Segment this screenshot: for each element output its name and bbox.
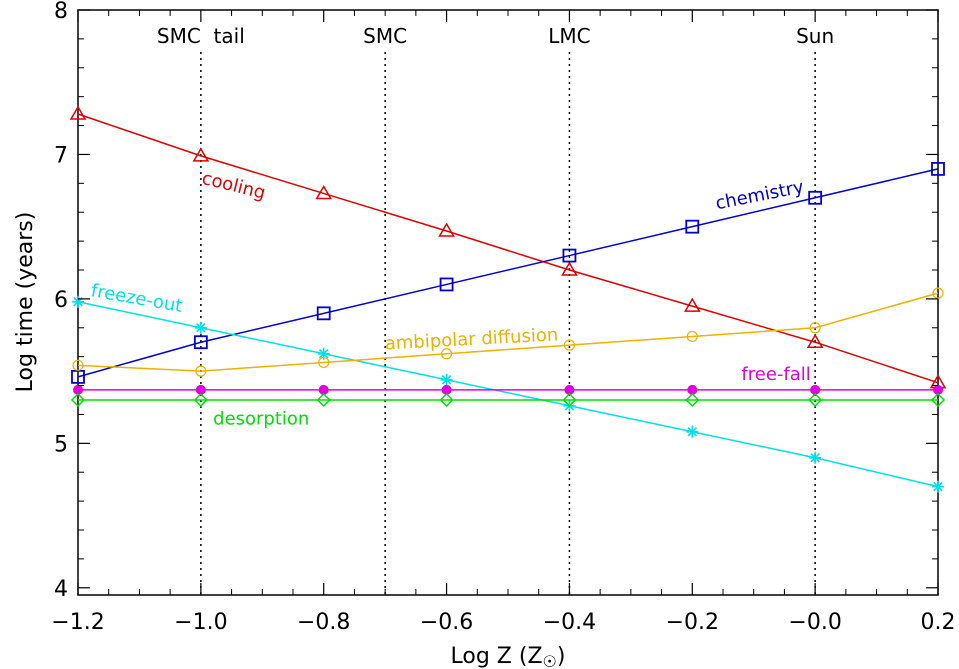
data-point-freeze-out xyxy=(72,295,84,308)
x-axis-title-close: ) xyxy=(557,644,566,669)
series-label-ambipolar-diffusion: ambipolar diffusion xyxy=(384,324,558,354)
x-tick-label: −0.2 xyxy=(666,610,719,635)
data-point-freeze-out xyxy=(809,451,822,464)
series-label-desorption: desorption xyxy=(213,409,309,430)
data-point-cooling xyxy=(438,222,455,237)
y-axis-title: Log time (years) xyxy=(13,212,38,393)
data-point-cooling xyxy=(69,105,87,120)
x-tick-label: −0.4 xyxy=(543,610,596,635)
data-point-desorption xyxy=(316,392,331,408)
x-tick-label: −1.0 xyxy=(174,610,227,635)
series-free-fall: free-fall xyxy=(73,364,943,395)
data-point-chemistry xyxy=(808,190,823,205)
reference-lines: SMC tail SMC LMC Sun xyxy=(157,24,834,595)
data-point-cooling xyxy=(561,261,578,276)
y-tick-label: 8 xyxy=(54,0,68,24)
data-point-desorption xyxy=(439,392,454,408)
data-point-ambipolar-diffusion xyxy=(932,287,944,299)
data-point-freeze-out xyxy=(440,373,453,386)
x-tick-label: −0.6 xyxy=(420,610,473,635)
data-point-cooling xyxy=(683,297,701,312)
series-label-freeze-out: freeze-out xyxy=(89,280,184,317)
data-point-ambipolar-diffusion xyxy=(809,322,821,334)
data-point-ambipolar-diffusion xyxy=(440,348,453,360)
data-point-ambipolar-diffusion xyxy=(318,356,330,369)
data-point-ambipolar-diffusion xyxy=(686,330,698,343)
data-point-cooling xyxy=(806,333,824,348)
series-desorption: desorption xyxy=(70,392,946,430)
data-point-desorption xyxy=(930,392,946,408)
data-point-freeze-out xyxy=(686,425,699,438)
data-point-ambipolar-diffusion xyxy=(195,365,207,377)
data-point-ambipolar-diffusion xyxy=(563,339,576,351)
data-point-chemistry xyxy=(439,277,454,292)
data-point-chemistry xyxy=(562,248,577,263)
data-point-freeze-out xyxy=(194,321,207,334)
x-tick-label: −1.2 xyxy=(51,610,104,635)
data-point-freeze-out xyxy=(317,347,330,360)
data-point-ambipolar-diffusion xyxy=(72,359,84,371)
ref-label-lmc: LMC xyxy=(548,24,590,48)
series-line-freeze-out xyxy=(77,301,939,488)
data-point-desorption xyxy=(562,392,577,408)
y-tick-label: 7 xyxy=(54,143,68,168)
x-tick-label: 0.2 xyxy=(921,610,956,635)
series-label-chemistry: chemistry xyxy=(714,177,806,215)
series-label-free-fall: free-fall xyxy=(741,364,810,385)
ref-label-sun: Sun xyxy=(796,24,834,48)
ticks: −1.2 −1.0 −0.8 −0.6 −0.4 −0.2 −0.0 0.2 4 5 6 7 8 xyxy=(51,0,955,635)
ref-label-smc: SMC xyxy=(363,24,407,48)
data-point-desorption xyxy=(193,392,208,408)
data-point-chemistry xyxy=(193,335,208,350)
data-point-chemistry xyxy=(685,219,700,234)
data-point-cooling xyxy=(192,147,210,162)
series-ambipolar-diffusion: ambipolar diffusion xyxy=(72,287,944,377)
data-point-desorption xyxy=(685,392,700,408)
y-tick-label: 6 xyxy=(54,288,68,313)
x-axis-title: Log Z (Z☉) xyxy=(451,644,566,669)
ref-label-smc-tail: SMC tail xyxy=(157,24,245,48)
data-point-desorption xyxy=(70,392,86,408)
x-axis-title-sub: ☉ xyxy=(543,652,557,669)
series-line-chemistry xyxy=(77,168,939,378)
series-line-cooling xyxy=(77,113,939,384)
plot-frame xyxy=(77,9,939,596)
x-tick-label: −0.8 xyxy=(297,610,350,635)
y-tick-label: 4 xyxy=(54,577,68,602)
x-tick-label: −0.0 xyxy=(788,610,841,635)
data-point-desorption xyxy=(808,392,823,408)
data-point-freeze-out xyxy=(932,480,944,493)
x-axis-title-main: Log Z (Z xyxy=(451,644,543,669)
data-point-chemistry xyxy=(316,306,331,321)
data-point-chemistry xyxy=(931,161,945,176)
y-tick-label: 5 xyxy=(54,432,68,457)
series-line-ambipolar-diffusion xyxy=(77,292,939,372)
data-point-cooling xyxy=(315,184,333,200)
